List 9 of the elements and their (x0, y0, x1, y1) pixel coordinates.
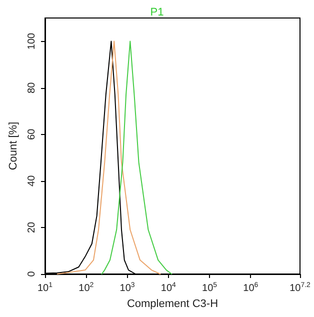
y-tick-label: 100 (26, 32, 38, 50)
y-tick-label: 80 (26, 82, 38, 94)
y-tick-label: 20 (26, 221, 38, 234)
y-tick-label: 0 (26, 270, 38, 277)
chart-title: P1 (150, 6, 164, 18)
y-axis-title: Count [%] (8, 122, 20, 170)
y-tick-label: 60 (26, 128, 38, 140)
y-tick-label: 40 (26, 174, 38, 186)
x-axis-title: Complement C3-H (126, 298, 218, 310)
